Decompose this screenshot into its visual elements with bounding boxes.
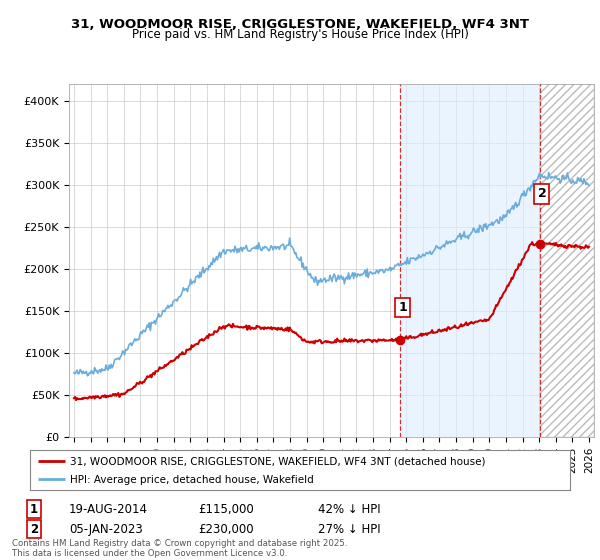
- Text: 2: 2: [538, 188, 547, 200]
- Text: Price paid vs. HM Land Registry's House Price Index (HPI): Price paid vs. HM Land Registry's House …: [131, 28, 469, 41]
- Text: 05-JAN-2023: 05-JAN-2023: [69, 522, 143, 536]
- Text: HPI: Average price, detached house, Wakefield: HPI: Average price, detached house, Wake…: [71, 475, 314, 486]
- Text: Contains HM Land Registry data © Crown copyright and database right 2025.
This d: Contains HM Land Registry data © Crown c…: [12, 539, 347, 558]
- Text: 2: 2: [30, 522, 38, 536]
- Text: 1: 1: [398, 301, 407, 314]
- Text: £115,000: £115,000: [198, 502, 254, 516]
- Text: £230,000: £230,000: [198, 522, 254, 536]
- Text: 27% ↓ HPI: 27% ↓ HPI: [318, 522, 380, 536]
- Bar: [539, 84, 594, 437]
- Text: 1: 1: [30, 502, 38, 516]
- Text: 19-AUG-2014: 19-AUG-2014: [69, 502, 148, 516]
- Text: 31, WOODMOOR RISE, CRIGGLESTONE, WAKEFIELD, WF4 3NT (detached house): 31, WOODMOOR RISE, CRIGGLESTONE, WAKEFIE…: [71, 457, 486, 467]
- Text: 42% ↓ HPI: 42% ↓ HPI: [318, 502, 380, 516]
- Text: 31, WOODMOOR RISE, CRIGGLESTONE, WAKEFIELD, WF4 3NT: 31, WOODMOOR RISE, CRIGGLESTONE, WAKEFIE…: [71, 18, 529, 31]
- Bar: [400, 84, 539, 437]
